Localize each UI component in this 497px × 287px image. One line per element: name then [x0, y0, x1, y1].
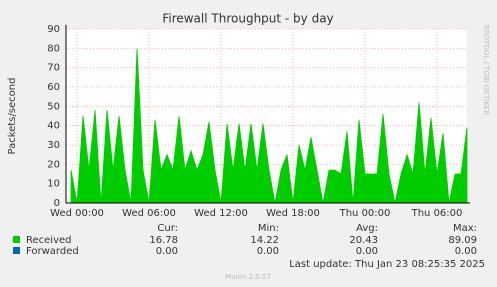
x-tick-label: Thu 00:00: [339, 208, 391, 219]
y-tick-label: 20: [47, 159, 60, 170]
stat-header: Max:: [453, 223, 477, 234]
chart-title: Firewall Throughput - by day: [162, 12, 333, 26]
stat-value: 20.43: [349, 235, 378, 246]
stat-value: 0.00: [356, 246, 378, 257]
legend-label: Forwarded: [26, 246, 79, 257]
legend-label: Received: [26, 235, 72, 246]
stat-value: 0.00: [455, 246, 477, 257]
x-tick-label: Thu 06:00: [411, 208, 463, 219]
last-update: Last update: Thu Jan 23 08:25:35 2025: [289, 259, 485, 270]
stat-value: 89.09: [448, 235, 477, 246]
stat-value: 16.78: [149, 235, 178, 246]
footer: Munin 2.0.57: [225, 273, 271, 281]
y-tick-label: 70: [47, 63, 60, 74]
y-tick-label: 60: [47, 82, 60, 93]
legend-swatch: [13, 236, 20, 243]
stat-header: Avg:: [356, 223, 378, 234]
legend-swatch: [13, 247, 20, 254]
y-tick-label: 10: [47, 179, 60, 190]
y-tick-label: 50: [47, 101, 60, 112]
area: [70, 48, 468, 204]
stat-value: 0.00: [156, 246, 178, 257]
y-tick-label: 80: [47, 43, 60, 54]
y-tick-label: 0: [54, 198, 60, 209]
x-tick-label: Wed 06:00: [122, 208, 176, 219]
y-tick-label: 30: [47, 140, 60, 151]
x-tick-label: Wed 18:00: [266, 208, 320, 219]
x-tick-label: Wed 00:00: [50, 208, 104, 219]
stat-value: 14.22: [250, 235, 279, 246]
y-axis-label: Packets/second: [7, 78, 18, 155]
stat-header: Min:: [258, 223, 279, 234]
x-tick-label: Wed 12:00: [194, 208, 248, 219]
y-tick-label: 40: [47, 121, 60, 132]
stat-value: 0.00: [257, 246, 279, 257]
side-text: RRDTOOL / TOBI OETIKER: [482, 25, 490, 115]
y-tick-label: 90: [47, 24, 60, 35]
stat-header: Cur:: [157, 223, 178, 234]
